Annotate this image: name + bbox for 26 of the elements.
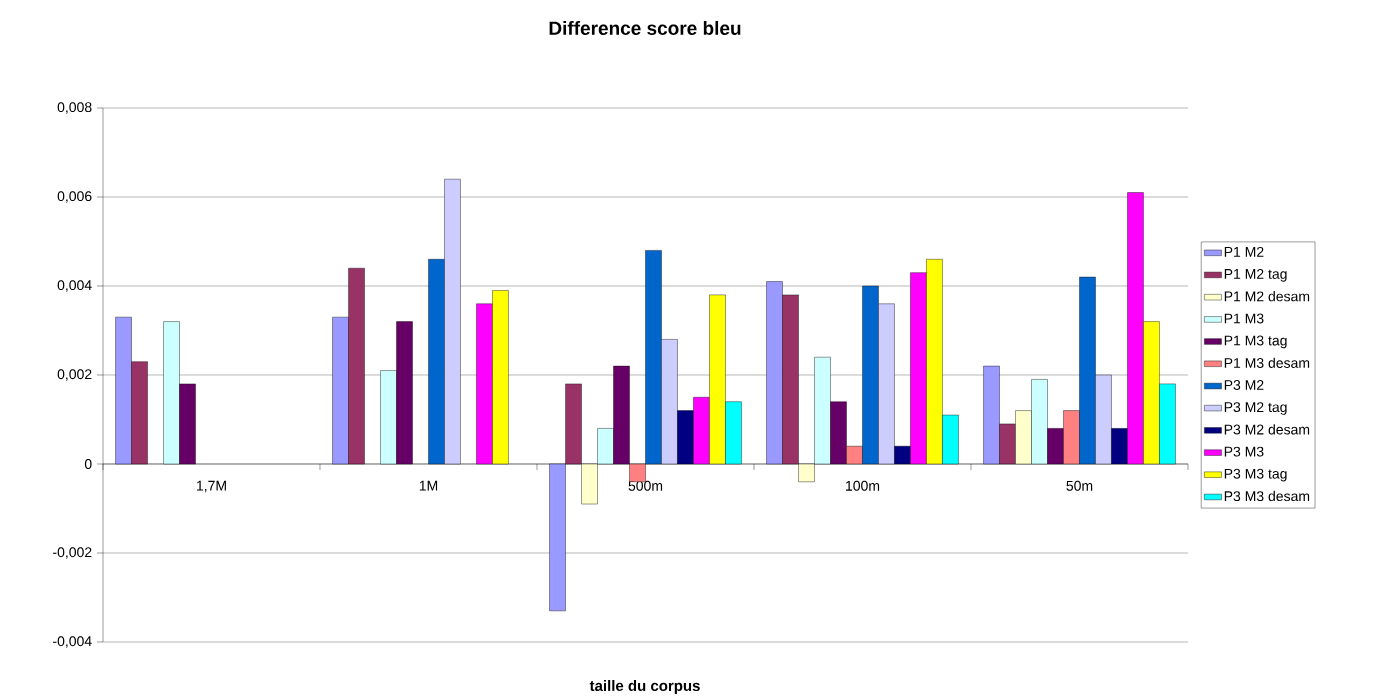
legend-label: P1 M3 tag [1224,335,1287,349]
legend-label: P3 M2 desam [1224,424,1310,435]
x-tick-label: 1,7M [197,480,226,493]
y-tick-label: -0,002 [53,547,92,559]
legend-label: P3 M2 [1224,380,1264,391]
legend-label: P3 M3 desam [1224,490,1310,502]
legend-label: P1 M3 [1224,313,1264,324]
legend-label: P3 M2 tag [1224,402,1287,415]
x-tick-label: 500m [628,480,663,491]
legend-label: P1 M2 desam [1224,291,1310,302]
legend-label: P1 M3 desam [1224,357,1310,368]
legend-label: P3 M3 [1224,446,1264,457]
x-tick-label: 50m [1066,480,1093,491]
legend-label: P3 M3 tag [1224,468,1287,482]
legend-label: P1 M2 tag [1224,268,1287,282]
legend-label: P1 M2 [1224,246,1264,257]
x-tick-label: 1M [419,480,438,491]
x-tick-label: 100m [846,480,880,491]
y-tick-label: 0 [84,459,92,469]
chart-title: Difference score bleu [549,21,741,35]
y-tick-label: 0,004 [57,280,92,292]
y-tick-label: 0,008 [57,102,92,114]
y-tick-label: 0,006 [57,191,92,203]
y-tick-label: -0,004 [53,636,92,648]
y-tick-label: 0,002 [57,369,92,381]
x-axis-title: taille du corpus [589,680,700,694]
